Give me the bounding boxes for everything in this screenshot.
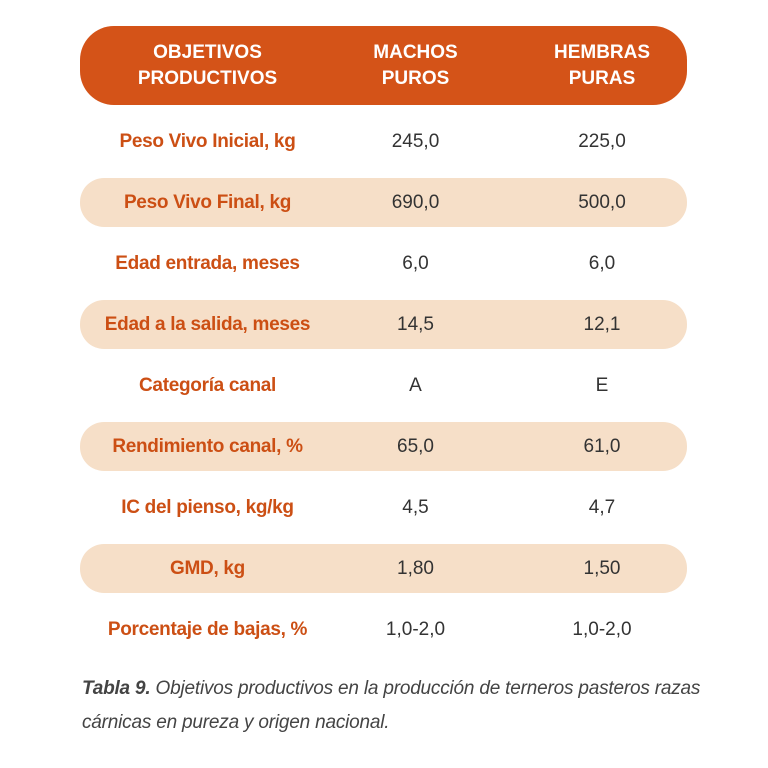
caption-text: Objetivos productivos en la producción d…	[82, 678, 701, 733]
row-label: Categoría canal	[139, 374, 276, 396]
hembras-value: 225,0	[578, 130, 626, 152]
table-caption: Tabla 9. Objetivos productivos en la pro…	[82, 672, 702, 740]
hembras-value: 500,0	[578, 191, 626, 213]
header-line: PUROS	[381, 67, 450, 89]
header-line: PURAS	[568, 67, 636, 89]
table-row: Peso Vivo Inicial, kg 245,0 225,0	[80, 117, 687, 166]
machos-value: 65,0	[397, 435, 434, 457]
header-machos: MACHOS PUROS	[338, 40, 493, 92]
row-label: Rendimiento canal, %	[112, 435, 303, 457]
machos-value: 690,0	[391, 191, 440, 213]
machos-value: 245,0	[391, 130, 440, 152]
header-hembras: HEMBRAS PURAS	[517, 40, 687, 92]
hembras-value: 4,7	[588, 496, 616, 518]
table-row: Categoría canal A E	[80, 361, 687, 410]
header-line: PRODUCTIVOS	[137, 67, 278, 89]
hembras-value: 6,0	[588, 252, 616, 274]
row-label: IC del pienso, kg/kg	[121, 496, 294, 518]
hembras-value: 1,50	[583, 557, 621, 579]
row-label: Peso Vivo Inicial, kg	[119, 130, 296, 152]
table-row: Porcentaje de bajas, % 1,0-2,0 1,0-2,0	[80, 605, 687, 654]
row-label: Peso Vivo Final, kg	[123, 191, 292, 213]
table-header: OBJETIVOS PRODUCTIVOS MACHOS PUROS HEMBR…	[80, 26, 687, 105]
caption-label: Tabla 9.	[82, 678, 151, 699]
header-line: MACHOS	[373, 41, 458, 63]
row-label: Porcentaje de bajas, %	[107, 618, 308, 640]
machos-value: 4,5	[402, 496, 429, 518]
hembras-value: 1,0-2,0	[572, 618, 632, 640]
table-row: Peso Vivo Final, kg 690,0 500,0	[80, 178, 687, 227]
header-line: HEMBRAS	[553, 41, 651, 63]
table-row: Rendimiento canal, % 65,0 61,0	[80, 422, 687, 471]
table-row: Edad entrada, meses 6,0 6,0	[80, 239, 687, 288]
hembras-value: E	[595, 374, 609, 396]
header-objetivos: OBJETIVOS PRODUCTIVOS	[80, 40, 335, 92]
production-objectives-table: OBJETIVOS PRODUCTIVOS MACHOS PUROS HEMBR…	[80, 26, 687, 666]
table-row: IC del pienso, kg/kg 4,5 4,7	[80, 483, 687, 532]
machos-value: 6,0	[402, 252, 429, 274]
machos-value: A	[409, 374, 422, 396]
row-label: Edad entrada, meses	[115, 252, 300, 274]
row-label: Edad a la salida, meses	[104, 313, 311, 335]
row-label: GMD, kg	[170, 557, 245, 579]
hembras-value: 12,1	[583, 313, 621, 335]
machos-value: 1,0-2,0	[385, 618, 446, 640]
machos-value: 14,5	[397, 313, 434, 335]
table-row: GMD, kg 1,80 1,50	[80, 544, 687, 593]
machos-value: 1,80	[397, 557, 434, 579]
hembras-value: 61,0	[583, 435, 621, 457]
table-row: Edad a la salida, meses 14,5 12,1	[80, 300, 687, 349]
header-line: OBJETIVOS	[153, 41, 262, 63]
